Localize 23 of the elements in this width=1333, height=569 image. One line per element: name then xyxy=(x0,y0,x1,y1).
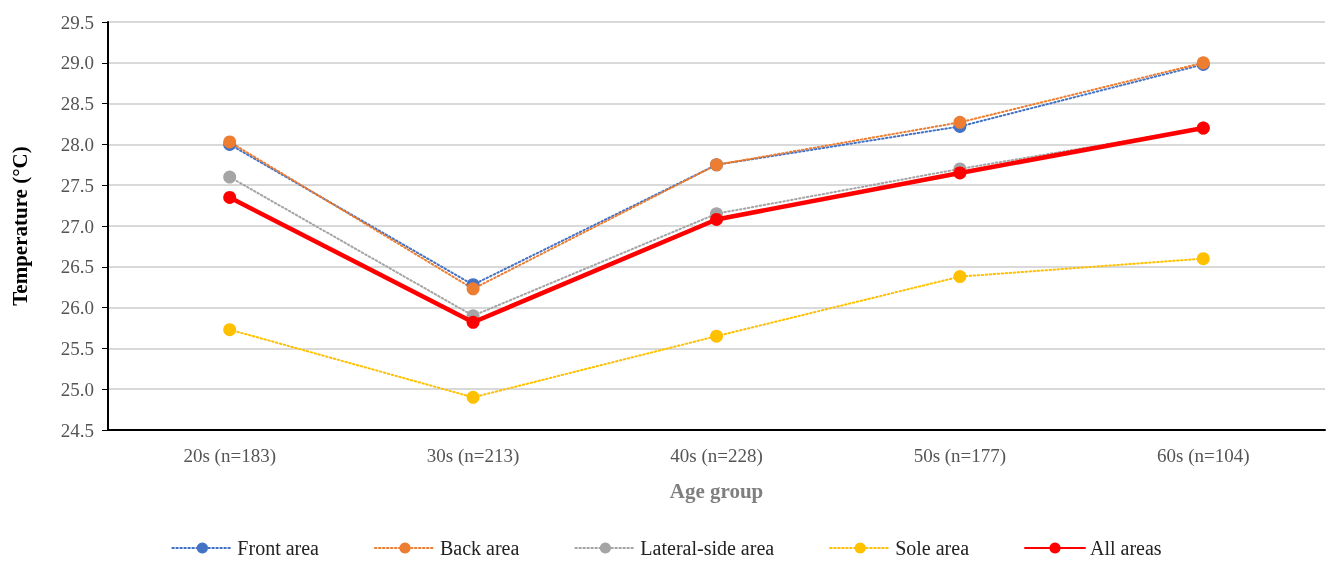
y-tick-label: 25.0 xyxy=(60,378,94,400)
x-tick-label: 60s (n=104) xyxy=(1157,445,1250,467)
y-tick-label: 25.5 xyxy=(60,337,94,359)
y-tick-label: 26.5 xyxy=(60,256,94,278)
x-tick-label: 50s (n=177) xyxy=(913,445,1007,467)
x-tick-label: 20s (n=183) xyxy=(183,445,276,467)
legend-label: Sole area xyxy=(895,537,970,559)
legend-label: Front area xyxy=(237,537,320,559)
x-tick-label: 40s (n=228) xyxy=(670,445,763,467)
x-tick-label: 30s (n=213) xyxy=(426,445,520,467)
y-axis-title: Temperature (°C) xyxy=(7,146,32,306)
legend-label: Back area xyxy=(439,537,520,559)
legend-label: All areas xyxy=(1090,537,1162,559)
y-tick-label: 28.0 xyxy=(60,133,94,155)
y-tick-label: 27.0 xyxy=(60,215,94,237)
y-tick-label: 27.5 xyxy=(60,174,94,196)
legend-label: Lateral-side area xyxy=(640,537,775,559)
x-axis-title: Age group xyxy=(669,478,764,503)
y-tick-label: 24.5 xyxy=(60,419,94,441)
y-tick-label: 28.5 xyxy=(60,93,94,115)
y-tick-label: 29.5 xyxy=(60,11,94,33)
y-tick-label: 26.0 xyxy=(60,297,94,319)
y-tick-label: 29.0 xyxy=(60,52,94,74)
